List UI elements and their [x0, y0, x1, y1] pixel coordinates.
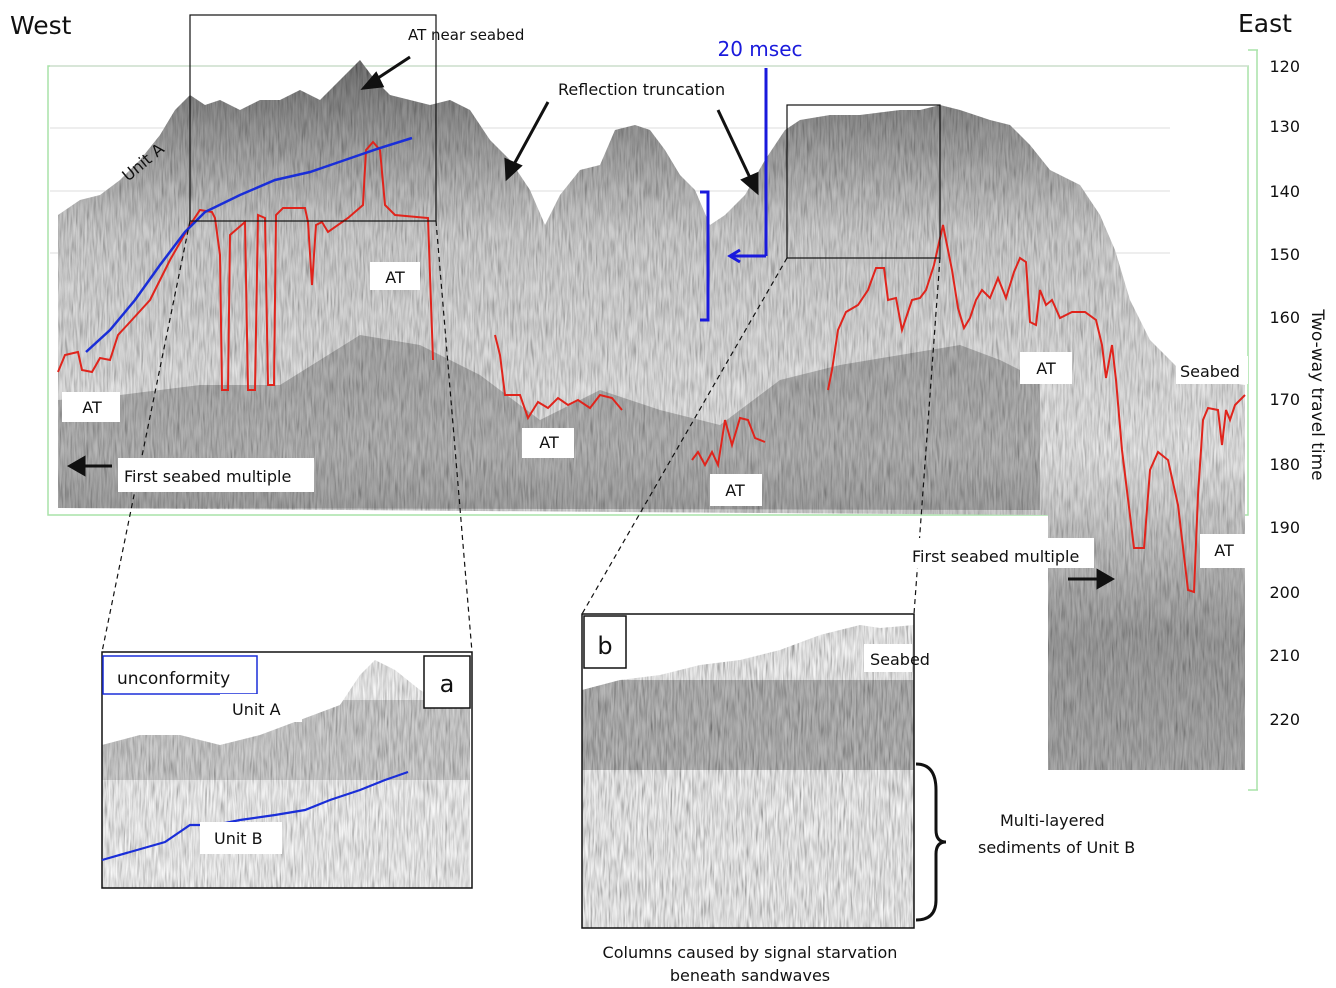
interpretation-lines-red	[57, 140, 1246, 594]
axis-tick: 210	[1269, 646, 1300, 665]
axis-tick: 140	[1269, 182, 1300, 201]
at-label: AT	[1036, 359, 1056, 378]
zoom-box-a	[189, 14, 437, 222]
label-at-near-seabed: AT near seabed	[408, 26, 524, 44]
inset-b: b Seabed	[581, 613, 930, 929]
label-reflection-truncation: Reflection truncation	[558, 80, 725, 99]
inset-b-seabed: Seabed	[870, 650, 930, 669]
axis-tick: 200	[1269, 583, 1300, 602]
inset-b-tag: b	[597, 632, 612, 660]
at-label: AT	[539, 433, 559, 452]
axis-tick: 120	[1269, 57, 1300, 76]
multi-layer-bracket	[915, 762, 947, 922]
axis-tick: 180	[1269, 455, 1300, 474]
axis-label: Two-way travel time	[1307, 308, 1327, 480]
multi-layer-label-2: sediments of Unit B	[978, 838, 1135, 857]
axis-tick: 190	[1269, 518, 1300, 537]
axis-tick: 150	[1269, 245, 1300, 264]
multi-layer-label-1: Multi-layered	[1000, 811, 1105, 830]
unconformity-label: unconformity	[117, 669, 230, 689]
west-label: West	[10, 11, 72, 40]
at-labels: AT AT AT AT AT AT	[62, 262, 1248, 568]
axis-tick: 160	[1269, 308, 1300, 327]
label-seabed-east: Seabed	[1180, 362, 1240, 381]
at-label: AT	[1214, 541, 1234, 560]
unconformity-line-main	[85, 136, 413, 353]
axis-tick: 170	[1269, 390, 1300, 409]
axis-tick: 220	[1269, 710, 1300, 729]
east-label: East	[1238, 9, 1292, 38]
label-first-multiple-west: First seabed multiple	[124, 467, 291, 486]
inset-a-tag: a	[440, 670, 455, 698]
unconformity-box	[102, 655, 258, 695]
scale-label: 20 msec	[717, 37, 802, 61]
unconformity-line-inset	[101, 770, 409, 862]
annotation-arrows	[66, 55, 1116, 590]
time-scale-bar	[700, 68, 768, 322]
inset-a: unconformity a Unit A Unit B	[101, 651, 473, 889]
inset-a-unit-a: Unit A	[232, 700, 281, 719]
inset-a-unit-b: Unit B	[214, 829, 263, 848]
caption-line-2: beneath sandwaves	[670, 966, 830, 985]
at-label: AT	[385, 268, 405, 287]
zoom-box-b	[786, 104, 941, 259]
axis-tick: 130	[1269, 117, 1300, 136]
time-axis: 120 130 140 150 160 170 180 190 200 210 …	[1269, 57, 1300, 729]
at-label: AT	[82, 398, 102, 417]
label-first-multiple-east: First seabed multiple	[912, 547, 1079, 566]
at-label: AT	[725, 481, 745, 500]
caption-line-1: Columns caused by signal starvation	[603, 943, 898, 962]
